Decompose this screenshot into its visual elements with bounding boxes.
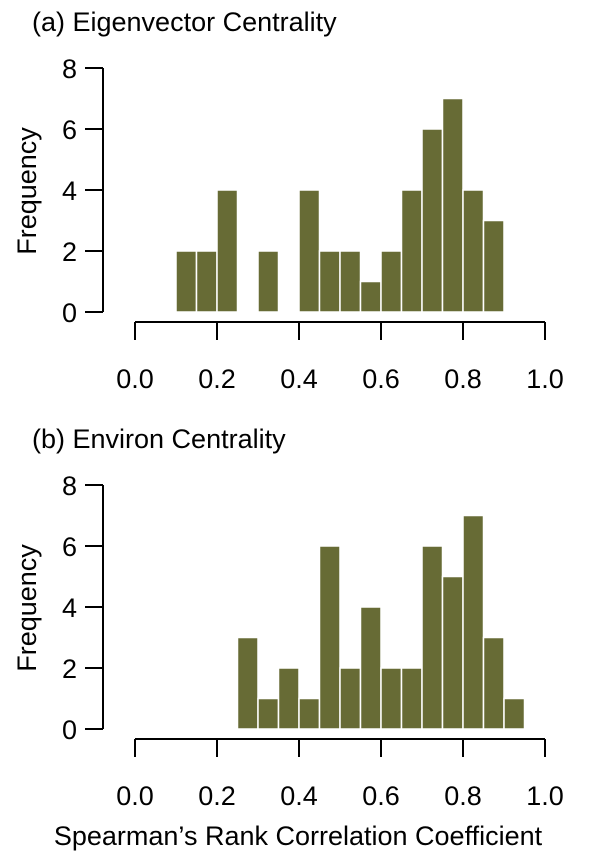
histogram-bar [339,667,362,730]
bar-group [236,514,526,730]
x-tick-label: 0.4 [280,781,318,811]
histogram-bar [441,575,464,730]
x-tick-label: 0.2 [198,364,236,394]
x-tick-label: 0.6 [362,781,400,811]
histogram-bar [359,280,382,313]
panel-eigenvector-centrality: (a) Eigenvector Centrality Frequency 0.0… [12,7,564,394]
x-tick-label: 0.4 [280,364,318,394]
x-tick-label: 0.8 [444,364,482,394]
histogram-bar [318,545,341,730]
y-tick-label: 4 [62,176,77,206]
panel-environ-centrality: (b) Environ Centrality Frequency 0.0 0.2 0… [12,424,564,811]
x-tick-label: 1.0 [526,364,564,394]
panel-title: (b) Environ Centrality [32,424,286,454]
histogram-bar [380,667,403,730]
histogram-bar [359,606,382,730]
histogram-bar [277,667,300,730]
histogram-bar [318,250,341,313]
histogram-bar [257,250,280,313]
histogram-bar [421,128,444,313]
y-axis-label: Frequency [12,544,42,672]
y-tick-label: 0 [62,715,77,745]
y-axis-label: Frequency [12,127,42,255]
y-tick-label: 6 [62,115,77,145]
histogram-bar [298,697,321,730]
histogram-bar [339,250,362,313]
histogram-bar [400,189,423,313]
histogram-bar [462,189,485,313]
histogram-bar [441,97,464,313]
y-tick-label: 2 [62,237,77,267]
histogram-bar [298,189,321,313]
x-tick-label: 1.0 [526,781,564,811]
y-axis: 0 2 4 6 8 [62,54,104,328]
x-tick-label: 0.0 [116,364,154,394]
x-tick-label: 0.0 [116,781,154,811]
y-tick-label: 8 [62,54,77,84]
histogram-bar [216,189,239,313]
y-tick-label: 0 [62,298,77,328]
y-tick-label: 8 [62,471,77,501]
x-tick-label: 0.8 [444,781,482,811]
histogram-bar [236,636,259,730]
histogram-bar [482,636,505,730]
y-tick-label: 2 [62,654,77,684]
x-tick-label: 0.6 [362,364,400,394]
y-tick-label: 4 [62,593,77,623]
y-tick-label: 6 [62,532,77,562]
histogram-bar [257,697,280,730]
histogram-bar [503,697,526,730]
histogram-bar [380,250,403,313]
panel-title: (a) Eigenvector Centrality [32,7,337,37]
x-tick-label: 0.2 [198,781,236,811]
histogram-bar [175,250,198,313]
x-axis: 0.0 0.2 0.4 0.6 0.8 1.0 [116,321,564,394]
histogram-bar [421,545,444,730]
histogram-bar [400,667,423,730]
x-axis-label: Spearman’s Rank Correlation Coefficient [54,821,543,851]
x-axis: 0.0 0.2 0.4 0.6 0.8 1.0 [116,738,564,811]
histogram-bar [195,250,218,313]
y-axis: 0 2 4 6 8 [62,471,104,745]
histogram-bar [462,514,485,730]
bar-group [175,97,505,313]
histogram-bar [482,219,505,313]
